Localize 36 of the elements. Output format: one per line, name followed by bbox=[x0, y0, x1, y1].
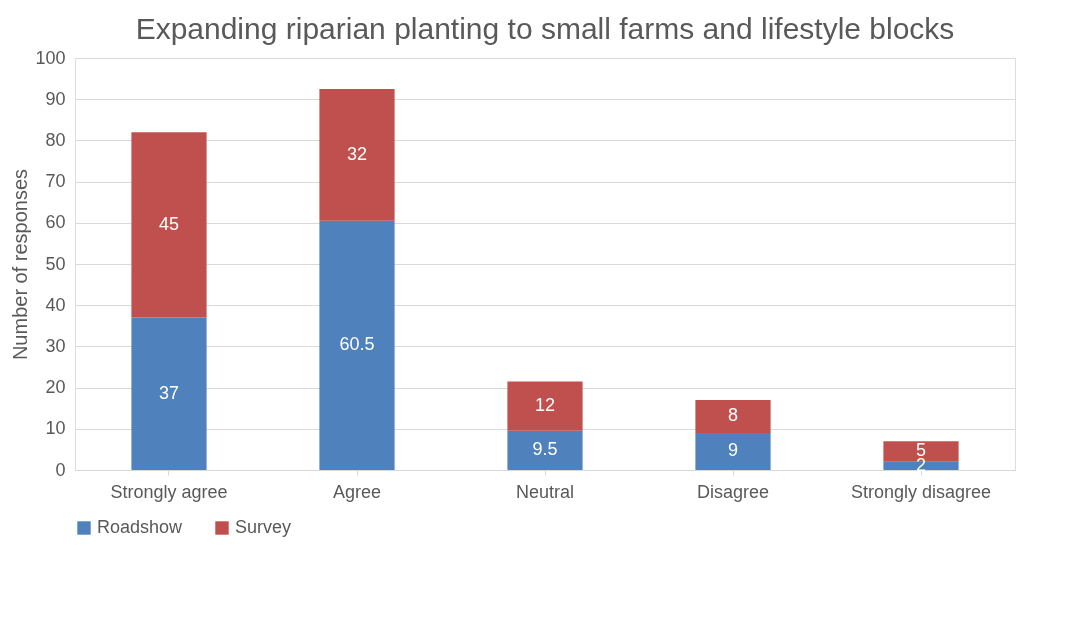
y-tick-label: 10 bbox=[45, 418, 66, 439]
y-tick-label: 60 bbox=[45, 212, 66, 233]
y-tick-label: 90 bbox=[45, 88, 66, 109]
chart-title: Expanding riparian planting to small farms and lifestyle blocks bbox=[135, 12, 955, 45]
x-tick-label: Strongly disagree bbox=[850, 481, 992, 502]
x-tick-label: Agree bbox=[332, 481, 382, 502]
data-label: 37 bbox=[158, 382, 180, 403]
y-tick-label: 20 bbox=[45, 377, 66, 398]
y-tick-label: 80 bbox=[45, 129, 66, 150]
data-label: 9.5 bbox=[532, 439, 558, 460]
data-label: 32 bbox=[346, 143, 368, 164]
x-tick-label: Neutral bbox=[515, 481, 575, 502]
y-tick-label: 0 bbox=[55, 459, 66, 480]
bar bbox=[131, 317, 207, 470]
data-label: 9 bbox=[727, 440, 739, 461]
y-tick-label: 40 bbox=[45, 294, 66, 315]
bar bbox=[507, 381, 583, 431]
bar bbox=[131, 132, 207, 318]
data-label: 12 bbox=[534, 395, 556, 416]
data-label: 8 bbox=[727, 405, 739, 426]
legend-label: Survey bbox=[235, 517, 292, 537]
data-label: 45 bbox=[158, 213, 180, 234]
x-tick-label: Strongly agree bbox=[110, 481, 228, 502]
legend-label: Roadshow bbox=[97, 517, 184, 537]
x-tick-label: Disagree bbox=[696, 481, 770, 502]
bar bbox=[695, 432, 771, 470]
y-tick-label: 70 bbox=[45, 171, 66, 192]
y-tick-label: 100 bbox=[35, 47, 66, 68]
bar bbox=[319, 220, 395, 470]
bar bbox=[319, 88, 395, 221]
bar bbox=[695, 399, 771, 433]
bar bbox=[507, 430, 583, 470]
data-label: 60.5 bbox=[339, 334, 375, 355]
y-tick-label: 30 bbox=[45, 335, 66, 356]
y-axis-title: Number of responses bbox=[9, 168, 32, 361]
y-tick-label: 50 bbox=[45, 253, 66, 274]
